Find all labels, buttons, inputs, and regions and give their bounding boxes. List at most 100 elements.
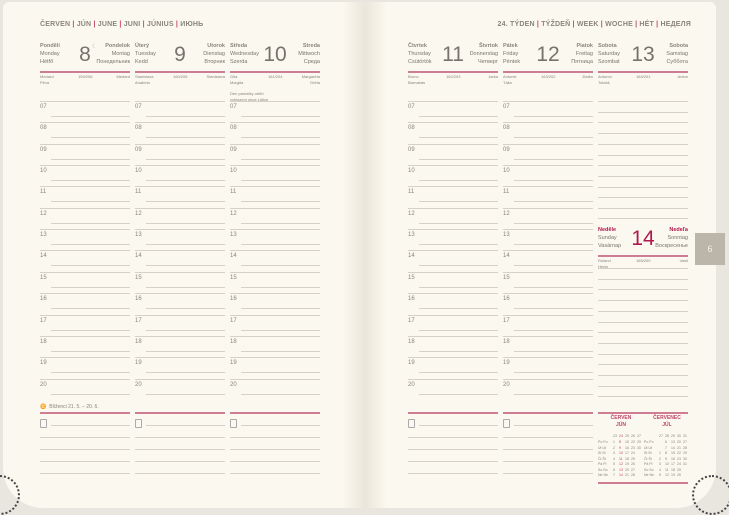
calendar-day[interactable]: 24 xyxy=(631,451,635,455)
weekday-label[interactable]: Po Po xyxy=(644,440,654,444)
calendar-day[interactable]: 25 xyxy=(631,456,635,461)
hour-writing-line[interactable] xyxy=(419,372,498,374)
hour-writing-line[interactable] xyxy=(514,244,593,246)
calendar-day[interactable]: 17 xyxy=(671,462,675,466)
calendar-day[interactable]: 4 xyxy=(613,456,615,461)
note-line[interactable] xyxy=(408,461,498,462)
hour-writing-line[interactable] xyxy=(514,286,593,288)
note-line[interactable] xyxy=(230,449,320,450)
calendar-day[interactable]: 1 xyxy=(613,440,615,444)
hour-writing-line[interactable] xyxy=(419,222,498,224)
hour-writing-line[interactable] xyxy=(419,180,498,182)
writing-line[interactable] xyxy=(598,268,688,269)
hour-writing-line[interactable] xyxy=(146,137,225,139)
hour-writing-line[interactable] xyxy=(241,180,320,182)
hour-writing-line[interactable] xyxy=(241,137,320,139)
hour-writing-line[interactable] xyxy=(146,286,225,288)
weekday-label[interactable]: Ne Ne xyxy=(644,473,654,477)
writing-line[interactable] xyxy=(598,364,688,366)
calendar-day[interactable]: 9 xyxy=(619,445,621,450)
hour-writing-line[interactable] xyxy=(146,350,225,352)
hour-writing-line[interactable] xyxy=(51,137,130,139)
hour-writing-line[interactable] xyxy=(241,201,320,203)
note-line[interactable] xyxy=(40,437,130,438)
writing-line[interactable] xyxy=(598,289,688,291)
writing-line[interactable] xyxy=(598,154,688,156)
calendar-day[interactable]: 15 xyxy=(671,451,675,455)
calendar-day[interactable]: 25 xyxy=(677,467,681,472)
calendar-day[interactable]: 2 xyxy=(659,456,661,461)
writing-line[interactable] xyxy=(598,300,688,302)
hour-writing-line[interactable] xyxy=(146,244,225,246)
calendar-day[interactable]: 21 xyxy=(677,445,681,450)
note-line[interactable] xyxy=(503,437,593,438)
hour-writing-line[interactable] xyxy=(419,201,498,203)
writing-line[interactable] xyxy=(598,385,688,387)
hour-writing-line[interactable] xyxy=(51,286,130,288)
calendar-day[interactable]: 3 xyxy=(613,451,615,455)
calendar-day[interactable]: 26 xyxy=(677,473,681,477)
hour-writing-line[interactable] xyxy=(51,393,130,395)
calendar-day[interactable]: 9 xyxy=(665,456,667,461)
writing-line[interactable] xyxy=(598,165,688,167)
calendar-day[interactable]: 20 xyxy=(625,467,629,472)
calendar-day[interactable]: 27 xyxy=(631,467,635,472)
weekday-label[interactable]: Po Po xyxy=(598,440,608,444)
hour-writing-line[interactable] xyxy=(51,158,130,160)
hour-writing-line[interactable] xyxy=(241,308,320,310)
hour-writing-line[interactable] xyxy=(241,286,320,288)
note-line[interactable] xyxy=(135,449,225,450)
weekday-label[interactable]: St St xyxy=(644,451,652,455)
hour-writing-line[interactable] xyxy=(51,308,130,310)
note-line[interactable] xyxy=(408,449,498,450)
calendar-day[interactable]: 1 xyxy=(659,451,661,455)
hour-writing-line[interactable] xyxy=(514,201,593,203)
weekday-label[interactable]: So So xyxy=(644,467,654,472)
hour-writing-line[interactable] xyxy=(419,137,498,139)
hour-writing-line[interactable] xyxy=(51,265,130,267)
calendar-day[interactable]: 4 xyxy=(659,467,661,472)
hour-writing-line[interactable] xyxy=(419,116,498,117)
calendar-day[interactable]: 23 xyxy=(631,445,635,450)
writing-line[interactable] xyxy=(598,353,688,355)
note-line[interactable] xyxy=(51,425,130,426)
writing-line[interactable] xyxy=(598,321,688,323)
hour-writing-line[interactable] xyxy=(419,265,498,267)
calendar-day[interactable]: 10 xyxy=(665,462,669,466)
hour-writing-line[interactable] xyxy=(514,329,593,331)
calendar-day[interactable]: 8 xyxy=(665,451,667,455)
weekday-label[interactable]: St St xyxy=(598,451,606,455)
hour-writing-line[interactable] xyxy=(241,393,320,395)
hour-writing-line[interactable] xyxy=(51,116,130,117)
month-tab[interactable]: 6 xyxy=(695,233,725,265)
weekday-label[interactable]: Čt Št xyxy=(598,456,606,461)
calendar-day[interactable]: 16 xyxy=(625,445,629,450)
calendar-day[interactable]: 23 xyxy=(677,456,681,461)
calendar-day[interactable]: 22 xyxy=(631,440,635,444)
writing-line[interactable] xyxy=(598,111,688,113)
calendar-day[interactable]: 27 xyxy=(683,440,687,444)
calendar-day[interactable]: 8 xyxy=(619,440,621,444)
note-line[interactable] xyxy=(419,425,498,426)
writing-line[interactable] xyxy=(598,208,688,209)
calendar-day[interactable]: 24 xyxy=(677,462,681,466)
weekday-label[interactable]: Čt Št xyxy=(644,456,652,461)
calendar-day[interactable]: 29 xyxy=(637,440,641,444)
calendar-day[interactable]: 16 xyxy=(671,456,675,461)
writing-line[interactable] xyxy=(598,101,688,102)
weekday-label[interactable]: Út Ut xyxy=(598,445,606,450)
writing-line[interactable] xyxy=(598,396,688,398)
hour-writing-line[interactable] xyxy=(419,350,498,352)
note-line[interactable] xyxy=(230,437,320,438)
hour-writing-line[interactable] xyxy=(419,308,498,310)
writing-line[interactable] xyxy=(598,186,688,188)
weekday-label[interactable]: Pá Pi xyxy=(598,462,607,466)
hour-writing-line[interactable] xyxy=(146,372,225,374)
calendar-day[interactable]: 19 xyxy=(671,473,675,477)
note-line[interactable] xyxy=(40,473,130,474)
writing-line[interactable] xyxy=(598,143,688,145)
note-line[interactable] xyxy=(408,473,498,474)
calendar-day[interactable]: 29 xyxy=(683,451,687,455)
note-line[interactable] xyxy=(230,473,320,474)
hour-writing-line[interactable] xyxy=(241,116,320,117)
